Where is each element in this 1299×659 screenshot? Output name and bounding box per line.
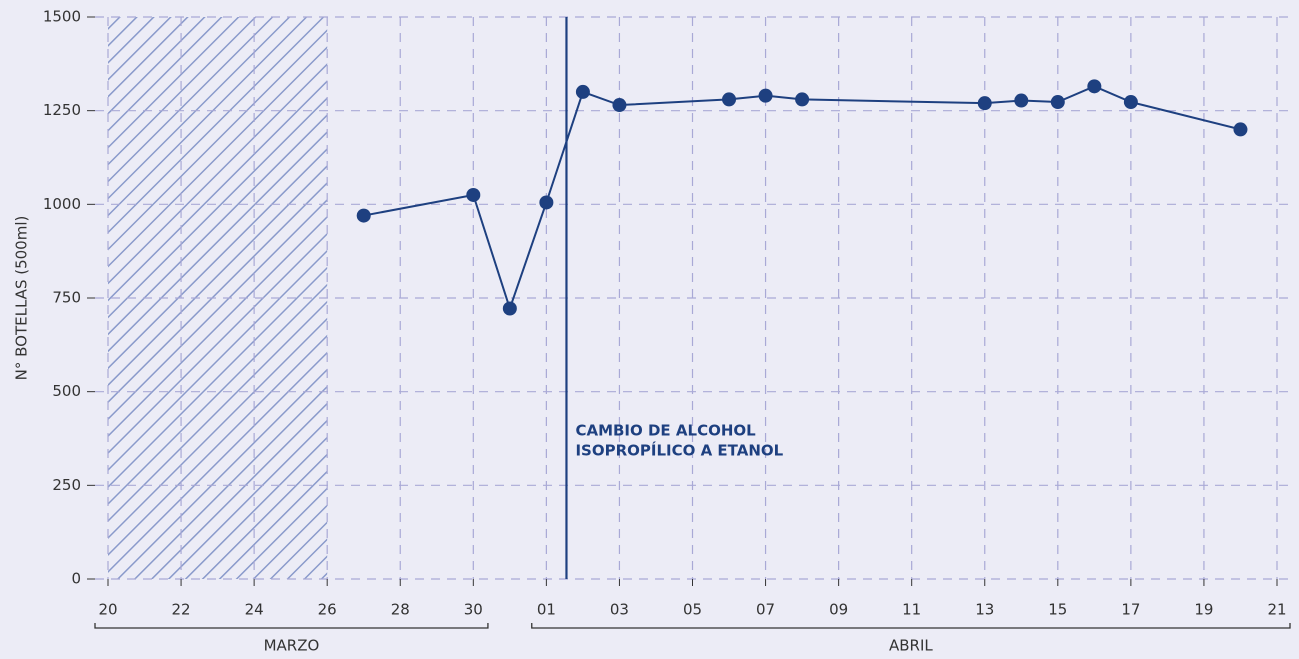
x-tick-label: 09 [829, 601, 848, 619]
y-tick-label: 0 [71, 570, 81, 588]
month-bracket [94, 623, 489, 629]
x-tick-label: 13 [975, 601, 994, 619]
data-point [977, 96, 992, 111]
x-tick-label: 22 [172, 601, 191, 619]
data-point [612, 98, 627, 113]
data-point [466, 187, 481, 202]
data-point [1233, 122, 1248, 137]
data-point [539, 195, 554, 210]
x-tick-label: 15 [1048, 601, 1067, 619]
x-tick-label: 17 [1121, 601, 1140, 619]
series-line [363, 85, 1241, 312]
x-tick-label: 07 [756, 601, 775, 619]
month-bracket [531, 623, 1291, 629]
data-point [758, 88, 773, 103]
x-tick-label: 28 [391, 601, 410, 619]
x-tick-label: 03 [610, 601, 629, 619]
x-tick-label: 21 [1267, 601, 1286, 619]
x-tick-label: 05 [683, 601, 702, 619]
y-tick-label: 1000 [43, 195, 81, 213]
x-tick-label: 20 [98, 601, 117, 619]
y-tick-label: 1500 [43, 8, 81, 26]
x-tick-label: 19 [1194, 601, 1213, 619]
annotation-text: ISOPROPÍLICO A ETANOL [575, 441, 783, 460]
x-tick-label: 26 [318, 601, 337, 619]
data-point [795, 92, 810, 107]
y-axis-label: N° BOTELLAS (500ml) [13, 216, 31, 381]
data-point [1014, 93, 1029, 108]
month-label: MARZO [264, 637, 320, 655]
x-tick-label: 01 [537, 601, 556, 619]
y-tick-label: 250 [52, 476, 81, 494]
y-tick-label: 500 [52, 382, 81, 400]
data-point [1123, 95, 1138, 110]
y-tick-label: 750 [52, 289, 81, 307]
data-point [356, 208, 371, 223]
annotation-text: CAMBIO DE ALCOHOL [575, 422, 756, 440]
data-point [1050, 95, 1065, 110]
data-point [502, 301, 517, 316]
data-point [575, 84, 590, 99]
x-tick-label: 11 [902, 601, 921, 619]
data-point [1087, 79, 1102, 94]
x-tick-label: 24 [245, 601, 264, 619]
data-point [722, 92, 737, 107]
month-label: ABRIL [889, 637, 933, 655]
y-tick-label: 1250 [43, 101, 81, 119]
x-tick-label: 30 [464, 601, 483, 619]
